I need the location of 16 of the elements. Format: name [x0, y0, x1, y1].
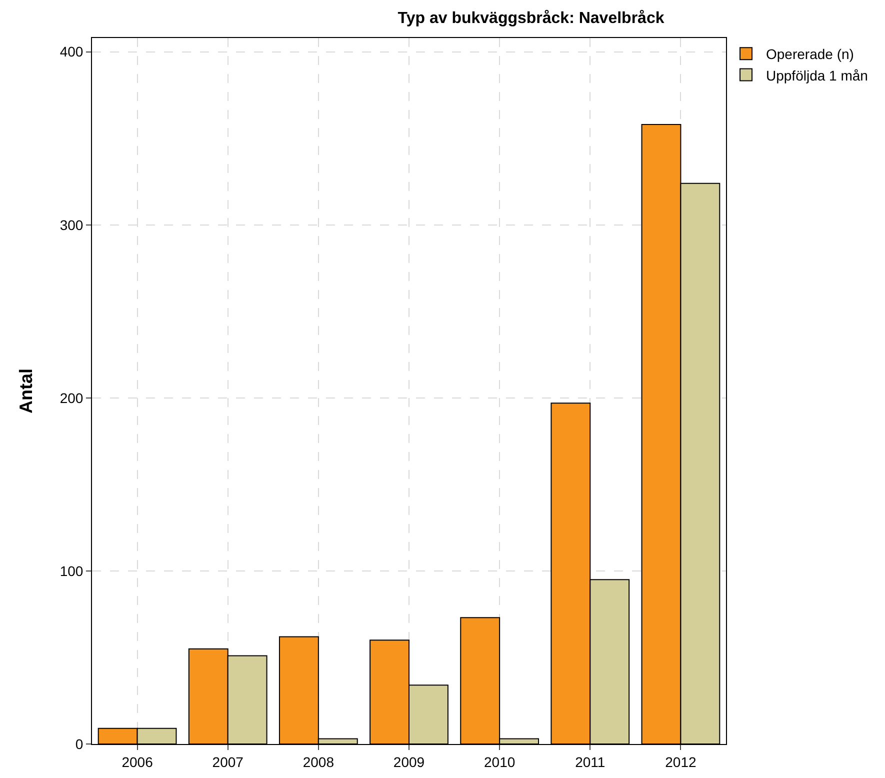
y-tick-label: 100: [60, 562, 84, 579]
y-tick-label: 400: [60, 44, 84, 60]
y-axis-title: Antal: [16, 368, 36, 414]
y-tick-label: 0: [75, 736, 84, 752]
x-tick-label: 2012: [665, 754, 696, 770]
x-tick-label: 2010: [484, 754, 516, 770]
legend-label: Uppföljda 1 mån: [766, 67, 868, 84]
y-tick-label: 300: [60, 216, 84, 233]
x-tick-label: 2009: [393, 754, 425, 770]
x-tick-label: 2011: [575, 754, 606, 770]
x-tick-label: 2008: [302, 754, 334, 770]
legend-label: Opererade (n): [766, 46, 854, 62]
y-tick-label: 200: [60, 390, 84, 406]
chart-title: Typ av bukväggsbråck: Navelbråck: [398, 8, 664, 27]
x-tick-label: 2006: [122, 754, 154, 770]
x-tick-label: 2007: [212, 754, 244, 770]
